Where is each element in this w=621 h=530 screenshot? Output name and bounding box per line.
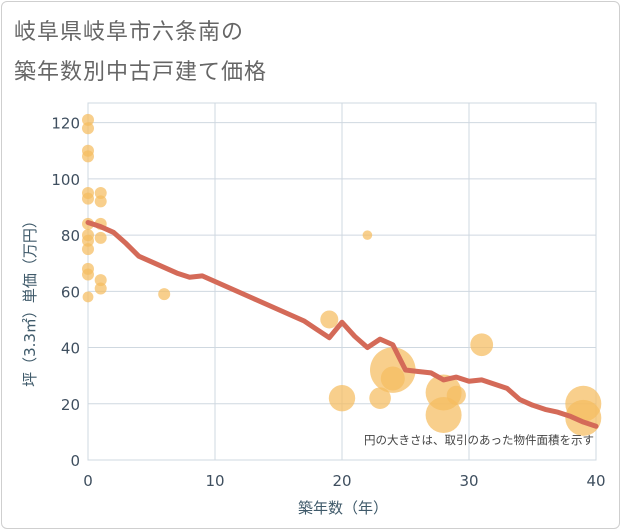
chart-title-line2: 築年数別中古戸建て価格 (14, 60, 268, 85)
bubble-point (82, 150, 94, 163)
y-tick-label: 40 (61, 340, 80, 358)
y-axis-label: 坪（3.3㎡）単価（万円） (21, 213, 39, 387)
bubble-point (470, 333, 494, 357)
bubble-point (82, 113, 94, 126)
y-tick-label: 100 (51, 171, 80, 189)
bubble-point (425, 397, 462, 434)
bubble-point (82, 234, 94, 247)
bubble-point (94, 195, 107, 208)
chart-title-line1: 岐阜県岐阜市六条南の (14, 20, 245, 45)
bubble-point (82, 192, 94, 205)
y-tick-label: 0 (70, 452, 80, 470)
x-axis-label: 築年数（年） (298, 499, 388, 517)
y-tick-label: 60 (61, 283, 80, 301)
bubble-point (82, 268, 94, 281)
x-tick-label: 40 (586, 472, 605, 490)
y-tick-label: 80 (61, 227, 80, 245)
y-tick-label: 120 (51, 115, 80, 133)
bubble-point (94, 231, 107, 244)
bubble-point (320, 310, 339, 329)
bubble-point (94, 186, 107, 199)
x-tick-label: 0 (83, 472, 93, 490)
bubble-point (158, 288, 171, 301)
bubble-point (94, 282, 107, 295)
bubble-point (82, 243, 94, 256)
y-tick-label: 20 (61, 396, 80, 414)
bubble-point (380, 366, 405, 391)
bubble-point (369, 387, 391, 409)
x-tick-label: 20 (332, 472, 351, 490)
bubble-point (94, 274, 107, 287)
x-tick-label: 10 (205, 472, 224, 490)
bubble-point (362, 230, 373, 240)
bubble-point (82, 291, 94, 303)
bubble-point (82, 122, 94, 135)
bubble-point (328, 384, 356, 412)
size-note: 円の大きさは、取引のあった物件面積を示す (364, 433, 594, 447)
x-tick-label: 30 (459, 472, 478, 490)
bubble-point (446, 385, 466, 405)
trend-line (85, 219, 599, 429)
tick-labels: 0 10 20 30 40 0 20 40 60 80 100 120 (51, 115, 605, 490)
